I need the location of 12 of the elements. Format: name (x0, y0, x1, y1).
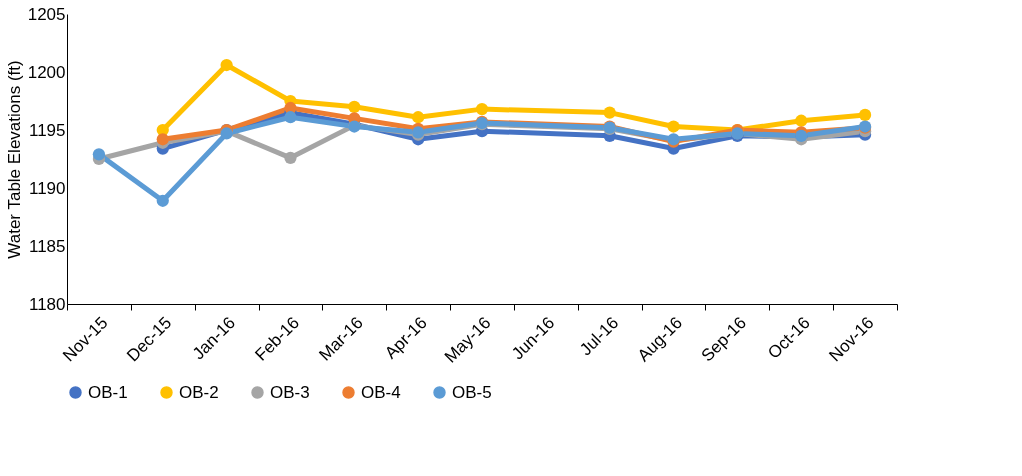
y-tick-label: 1195 (28, 120, 66, 140)
legend-label: OB-4 (361, 382, 401, 402)
legend-label: OB-3 (270, 382, 310, 402)
legend-label: OB-2 (179, 382, 219, 402)
legend-label: OB-5 (452, 382, 492, 402)
y-tick-label: 1185 (28, 236, 66, 256)
y-axis-title: Water Table Elevations (ft) (4, 60, 24, 259)
y-tick-label: 1190 (28, 178, 66, 198)
legend-label: OB-1 (88, 382, 128, 402)
y-tick-label: 1180 (28, 294, 66, 314)
y-tick-label: 1200 (27, 62, 66, 82)
y-tick-label: 1205 (27, 4, 66, 24)
